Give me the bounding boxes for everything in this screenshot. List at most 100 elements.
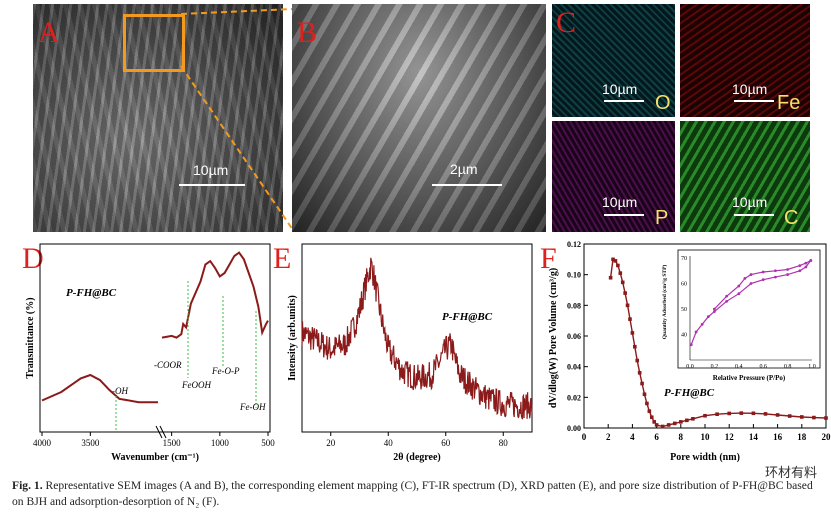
axis-break-marker [155,425,163,439]
y-tick-label: 0.08 [567,301,581,310]
inset-x-tick-label: 0.8 [784,364,792,370]
x-tick-label: 20 [822,432,831,442]
data-point [623,291,627,295]
data-point [613,259,618,263]
inset-y-tick-label: 70 [681,256,687,262]
x-tick-label: 18 [797,432,807,442]
inset-data-point [804,261,808,265]
sem-image-a: 10µm [33,4,283,232]
isotherm-inset: 0.0 0.2 0.4 0.6 0.8 1.0 40 50 60 70 Relative Pre… [661,249,821,382]
data-point [666,423,671,427]
x-tick-label: 4000 [33,438,52,448]
inset-x-tick-label: 0.2 [711,364,719,370]
y-tick-label: 0.02 [567,393,581,402]
adsorption-branch [690,260,812,345]
panel-label-f: F [540,242,557,275]
inset-x-label: Relative Pressure (P/Po) [713,374,786,382]
data-point [751,411,756,416]
sample-label-e: P-FH@BC [442,311,493,323]
panel-label-e: E [273,242,292,275]
x-axis-label-f: Pore width (nm) [670,452,740,463]
inset-data-point [743,277,747,280]
data-point [679,420,683,424]
inset-data-point [706,315,710,319]
x-tick-label: 14 [749,432,759,442]
x-axis-label-e: 2θ (degree) [393,452,441,463]
inset-data-point [700,322,704,326]
scale-label-a: 10µm [193,162,229,178]
data-point [672,421,677,426]
x-tick-label: 16 [773,432,783,442]
data-point [775,413,780,417]
inset-data-point [749,273,753,276]
x-tick-label: 500 [261,438,275,448]
map-fe: 10µm Fe [680,4,810,117]
ftir-series-fingerprint-region [161,251,269,339]
map-p-scale: 10µm [602,194,638,210]
data-point [812,415,816,420]
plot-frame [39,243,271,433]
inset-data-point [737,292,741,296]
zoom-region-box [123,14,185,72]
data-point [660,424,665,429]
y-axis-label-e: Intensity (arb.units) [287,295,298,381]
inset-data-point [774,275,777,279]
map-fe-element: Fe [777,92,801,114]
ftir-series-oh-region [41,373,158,404]
sample-label-d: P-FH@BC [66,287,117,299]
inset-data-point [761,278,765,282]
data-point [727,411,731,416]
annotation-oh: -OH [112,386,128,396]
sem-image-b: 2µm [292,4,546,232]
data-point [608,275,613,280]
ftir-chart: 4000 3500 1500 1000 500 P-FH@BC -OH -COOR Fe… [25,243,275,463]
figure-caption: Fig. 1. Representative SEM images (A and… [12,478,824,510]
data-point [628,317,632,321]
panel-label-b: B [297,16,318,49]
data-point [637,371,642,375]
map-c: 10µm C [680,121,810,232]
y-tick-label: 0.00 [567,424,581,433]
inset-data-point [689,343,693,347]
y-axis-label-f: dV/dlog(W) Pore Volume (cm³/g) [548,268,559,408]
data-point [824,416,828,420]
data-point [642,392,647,397]
y-tick-label: 0.04 [567,363,581,372]
data-point [611,257,615,262]
inset-data-point [798,264,802,268]
inset-x-tick-label: 0.4 [735,364,743,370]
panel-label-d: D [22,242,44,275]
x-tick-label: 4 [630,432,635,442]
data-point [763,412,768,416]
panel-label-a: A [38,16,60,49]
sample-label-f: P-FH@BC [664,387,715,399]
inset-data-point [737,284,741,288]
inset-data-point [804,265,808,269]
map-p-element: P [655,207,669,229]
x-tick-label: 1000 [211,438,230,448]
data-point [649,415,654,420]
x-tick-label: 40 [384,438,394,448]
y-tick-label: 0.12 [567,240,581,249]
inset-data-point [749,282,753,285]
y-tick-label: 0.10 [567,271,581,280]
inset-x-tick-label: 0.6 [759,364,767,370]
y-tick-label: 0.06 [567,332,581,341]
inset-y-tick-label: 50 [681,307,687,313]
data-point [620,280,625,285]
inset-data-point [694,330,698,334]
inset-y-tick-label: 60 [681,282,687,288]
x-tick-label: 10 [701,432,711,442]
map-o: 10µm O [552,4,675,117]
data-point [618,271,623,275]
data-point [616,263,620,268]
data-point [645,401,649,406]
x-tick-label: 2 [606,432,611,442]
map-p: 10µm P [552,121,675,232]
annotation-feop: Fe-O-P [211,366,240,376]
scale-label-b: 2µm [450,161,478,177]
x-tick-label: 6 [654,432,659,442]
watermark: 环材有料 [764,466,817,481]
inset-data-point [786,273,789,276]
data-point [685,418,689,423]
